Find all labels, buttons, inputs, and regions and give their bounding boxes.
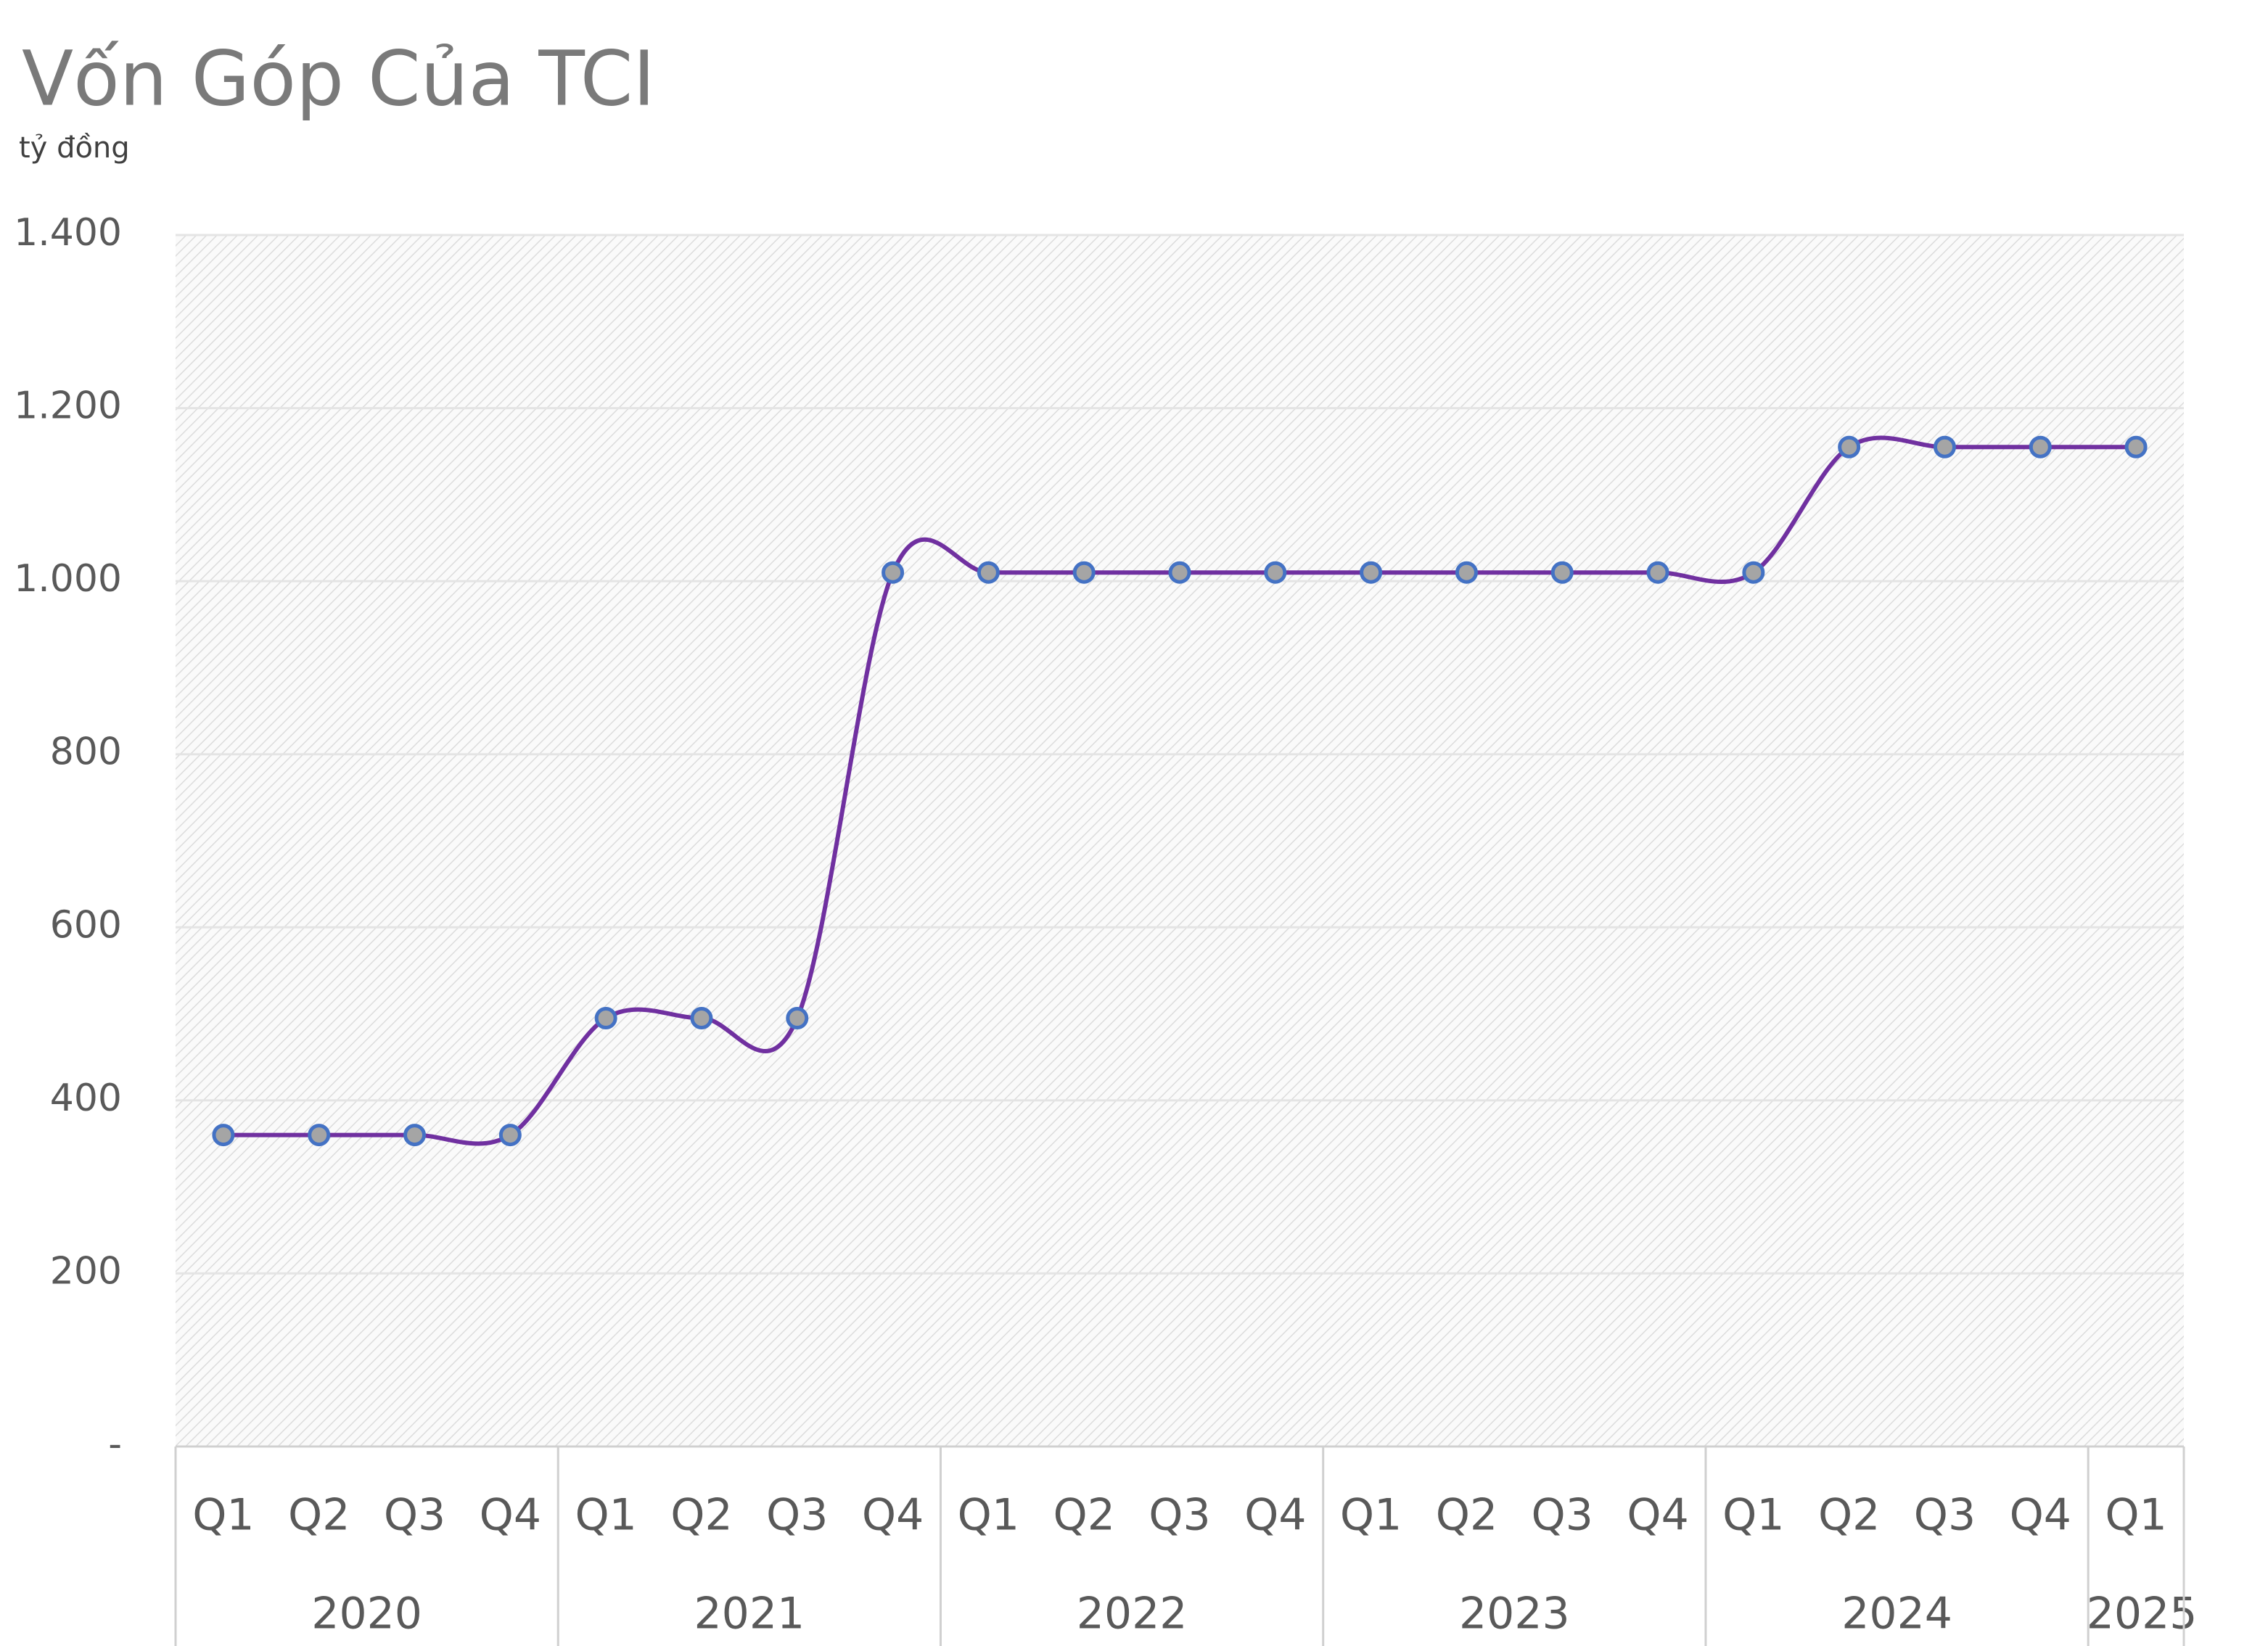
chart-subtitle: tỷ đồng: [19, 131, 130, 165]
data-point: [977, 561, 1000, 584]
x-tick-label: Q1: [2105, 1490, 2166, 1541]
x-tick-label: Q3: [384, 1490, 445, 1541]
data-point: [882, 561, 905, 584]
y-tick-label: -: [108, 1423, 122, 1466]
x-group-label: 2020: [311, 1589, 422, 1639]
data-point: [1933, 435, 1956, 458]
x-tick-label: Q3: [1914, 1490, 1976, 1541]
data-point: [594, 1007, 617, 1030]
x-group-label: 2022: [1077, 1589, 1188, 1639]
data-point: [1742, 561, 1765, 584]
data-point: [308, 1124, 331, 1147]
x-tick-label: Q4: [2010, 1490, 2071, 1541]
plot-area: [176, 235, 2184, 1447]
data-point: [212, 1124, 235, 1147]
y-tick-label: 200: [50, 1249, 122, 1293]
data-point: [1646, 561, 1669, 584]
data-point: [1360, 561, 1383, 584]
data-point: [786, 1007, 809, 1030]
x-group-label: 2021: [694, 1589, 805, 1639]
x-tick-label: Q4: [1244, 1490, 1306, 1541]
x-tick-label: Q2: [670, 1490, 732, 1541]
y-tick-label: 600: [50, 903, 122, 947]
chart-title: Vốn Góp Của TCI: [22, 34, 655, 123]
x-tick-label: Q4: [862, 1490, 924, 1541]
data-point: [1264, 561, 1287, 584]
x-tick-label: Q1: [1340, 1490, 1402, 1541]
data-point: [2029, 435, 2052, 458]
x-tick-label: Q2: [1818, 1490, 1880, 1541]
x-tick-label: Q2: [288, 1490, 350, 1541]
x-tick-label: Q1: [575, 1490, 636, 1541]
x-tick-label: Q3: [1532, 1490, 1593, 1541]
x-tick-label: Q1: [192, 1490, 254, 1541]
data-point: [1838, 435, 1861, 458]
x-tick-label: Q2: [1436, 1490, 1497, 1541]
x-group-label: 2025: [2087, 1589, 2198, 1639]
x-group-label: 2024: [1841, 1589, 1952, 1639]
x-tick-label: Q3: [1149, 1490, 1210, 1541]
data-line: [223, 435, 2137, 1146]
y-tick-label: 1.000: [14, 557, 122, 601]
x-tick-label: Q1: [958, 1490, 1019, 1541]
x-group-label: 2023: [1459, 1589, 1570, 1639]
x-tick-label: Q1: [1722, 1490, 1784, 1541]
x-tick-label: Q2: [1053, 1490, 1114, 1541]
x-tick-label: Q4: [480, 1490, 541, 1541]
data-point: [2124, 435, 2148, 458]
data-point: [1455, 561, 1478, 584]
data-point: [1072, 561, 1096, 584]
y-tick-label: 1.200: [14, 384, 122, 428]
x-tick-label: Q4: [1627, 1490, 1688, 1541]
y-tick-label: 800: [50, 731, 122, 774]
x-tick-label: Q3: [766, 1490, 828, 1541]
y-tick-label: 400: [50, 1077, 122, 1120]
data-point: [1550, 561, 1574, 584]
y-tick-label: 1.400: [14, 211, 122, 255]
data-point: [1168, 561, 1191, 584]
data-point: [403, 1124, 427, 1147]
data-point: [498, 1124, 522, 1147]
data-point: [690, 1007, 713, 1030]
